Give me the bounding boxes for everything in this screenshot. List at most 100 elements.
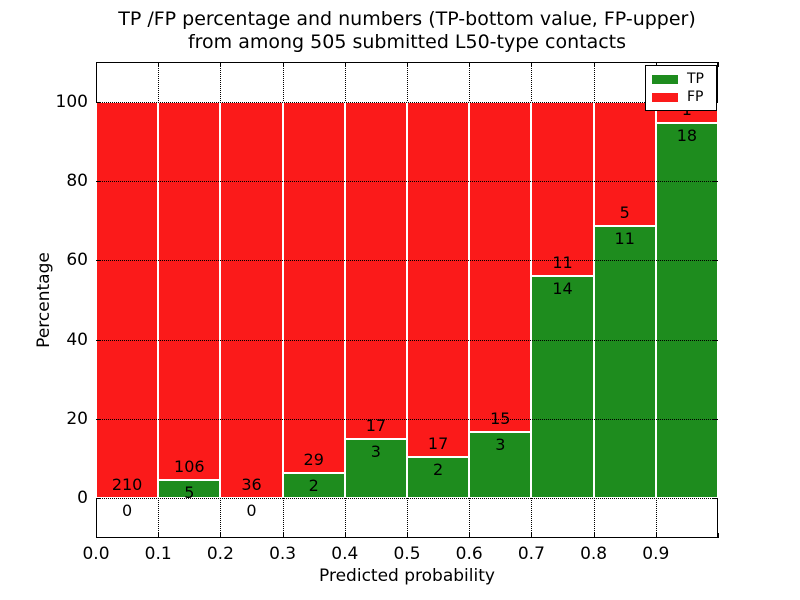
x-tick-mark — [407, 62, 408, 67]
x-tick-label: 0.2 — [206, 544, 234, 564]
fp-bar-segment — [282, 101, 345, 473]
fp-count-label: 210 — [111, 475, 143, 495]
legend: TP FP — [645, 65, 717, 111]
fp-bar-segment — [96, 101, 159, 499]
x-tick-mark — [469, 533, 471, 538]
y-tick-mark — [713, 498, 718, 500]
fp-bar-segment — [344, 101, 407, 439]
x-tick-mark — [158, 533, 160, 538]
fp-bar-segment — [407, 101, 470, 457]
x-tick-label: 0.0 — [82, 544, 110, 564]
chart-title-line1: TP /FP percentage and numbers (TP-bottom… — [118, 8, 696, 30]
x-tick-mark — [344, 533, 346, 538]
x-tick-mark — [96, 533, 97, 538]
horizontal-gridline — [97, 260, 717, 262]
chart-title: TP /FP percentage and numbers (TP-bottom… — [96, 8, 718, 54]
tp-color-swatch — [652, 74, 678, 84]
fp-count-label: 36 — [241, 475, 262, 495]
tp-count-label: 11 — [614, 228, 635, 248]
x-tick-mark — [220, 62, 222, 67]
legend-item-tp: TP — [652, 72, 710, 86]
tp-bar-segment — [655, 122, 718, 499]
tp-count-label: 2 — [308, 475, 319, 495]
y-tick-mark — [96, 339, 101, 341]
y-tick-label: 40 — [66, 329, 88, 350]
legend-label-fp: FP — [687, 89, 704, 105]
x-tick-mark — [407, 533, 408, 538]
fp-count-label: 15 — [490, 409, 511, 429]
y-tick-label: 0 — [77, 488, 88, 509]
horizontal-gridline — [97, 339, 717, 341]
horizontal-gridline — [97, 498, 717, 500]
y-tick-mark — [96, 260, 101, 262]
tp-count-label: 0 — [246, 501, 257, 521]
x-tick-mark — [344, 62, 346, 67]
x-axis-label: Predicted probability — [319, 566, 495, 586]
legend-item-fp: FP — [652, 90, 710, 104]
x-tick-mark — [718, 533, 719, 538]
x-tick-mark — [593, 533, 595, 538]
tp-bar-segment — [344, 438, 407, 499]
horizontal-gridline — [97, 181, 717, 182]
x-tick-label: 0.7 — [517, 544, 545, 564]
x-tick-mark — [718, 62, 719, 67]
x-tick-mark — [655, 533, 657, 538]
fp-count-label: 5 — [619, 202, 630, 222]
x-tick-label: 0.4 — [331, 544, 359, 564]
fp-color-swatch — [652, 92, 678, 102]
chart-title-line2: from among 505 submitted L50-type contac… — [187, 31, 627, 53]
x-tick-mark — [158, 62, 160, 67]
y-tick-mark — [713, 419, 718, 420]
tp-count-label: 18 — [676, 125, 698, 145]
horizontal-gridline — [97, 101, 717, 103]
fp-count-label: 106 — [174, 457, 205, 477]
fp-count-label: 17 — [365, 415, 387, 435]
x-tick-label: 0.6 — [455, 544, 483, 564]
y-tick-label: 100 — [55, 91, 88, 112]
tp-bar-segment — [158, 480, 221, 499]
legend-label-tp: TP — [687, 71, 704, 87]
fp-bar-segment — [593, 101, 656, 226]
x-tick-mark — [469, 62, 471, 67]
tp-bar-segment — [407, 456, 470, 499]
x-tick-label: 0.1 — [144, 544, 172, 564]
y-tick-mark — [96, 181, 101, 182]
tp-bar-segment — [282, 472, 345, 499]
x-tick-mark — [220, 533, 222, 538]
tp-count-label: 3 — [495, 435, 506, 455]
x-tick-label: 0.5 — [393, 544, 421, 564]
x-tick-label: 0.3 — [269, 544, 297, 564]
tp-bar-segment — [469, 432, 532, 499]
fp-bar-segment — [158, 101, 221, 481]
y-tick-mark — [713, 339, 718, 341]
y-tick-mark — [96, 101, 101, 103]
y-tick-mark — [96, 498, 101, 500]
fp-bar-segment — [531, 101, 594, 277]
x-tick-mark — [531, 533, 533, 538]
y-tick-label: 60 — [66, 250, 88, 271]
tp-count-label: 3 — [370, 441, 381, 461]
fp-bar-segment — [220, 101, 283, 499]
y-tick-mark — [713, 181, 718, 182]
tp-count-label: 14 — [552, 279, 573, 299]
fp-count-label: 29 — [303, 449, 324, 469]
fp-bar-segment — [469, 101, 532, 433]
y-tick-label: 20 — [66, 409, 88, 429]
fp-count-label: 17 — [427, 433, 449, 453]
y-tick-mark — [96, 419, 101, 420]
x-tick-mark — [96, 62, 97, 67]
x-tick-mark — [282, 533, 284, 538]
x-tick-mark — [282, 62, 284, 67]
x-tick-mark — [531, 62, 533, 67]
tp-count-label: 2 — [433, 459, 444, 479]
tp-bar-segment — [531, 276, 594, 499]
y-tick-mark — [713, 260, 718, 262]
tp-count-label: 0 — [122, 501, 133, 521]
tp-bar-segment — [593, 225, 656, 499]
x-tick-label: 0.8 — [580, 544, 608, 564]
tp-count-label: 5 — [184, 483, 195, 503]
x-tick-mark — [593, 62, 595, 67]
x-tick-label: 0.9 — [642, 544, 670, 564]
fp-count-label: 11 — [552, 253, 573, 273]
